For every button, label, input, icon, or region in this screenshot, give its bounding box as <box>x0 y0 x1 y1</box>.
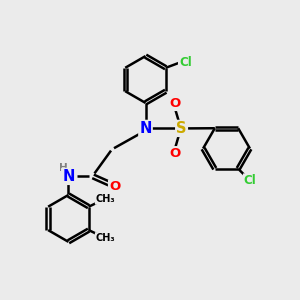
Text: S: S <box>176 121 187 136</box>
Text: CH₃: CH₃ <box>96 233 115 243</box>
Text: N: N <box>62 169 75 184</box>
Text: O: O <box>169 97 180 110</box>
Text: CH₃: CH₃ <box>96 194 115 204</box>
Text: H: H <box>58 163 68 173</box>
Text: O: O <box>109 180 120 194</box>
Text: Cl: Cl <box>244 174 256 187</box>
Text: Cl: Cl <box>179 56 192 69</box>
Text: O: O <box>169 147 180 160</box>
Text: N: N <box>139 121 152 136</box>
